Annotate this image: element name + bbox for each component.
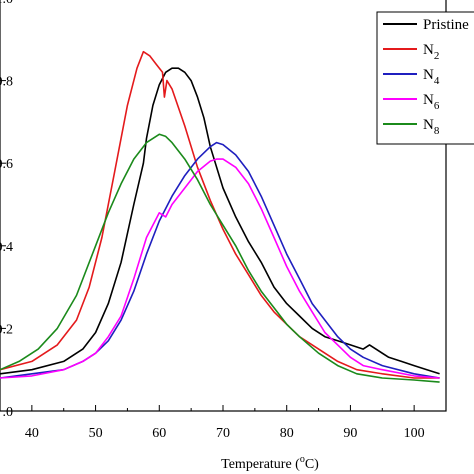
y-tick-label: 1.0	[0, 0, 13, 7]
series-lines	[0, 50, 440, 383]
x-tick-label: 60	[152, 426, 166, 441]
y-tick-label: 0.6	[0, 157, 13, 172]
x-tick-label: 80	[280, 426, 294, 441]
y-tick-label: 0.2	[0, 322, 13, 337]
y-axis-ticks: .0 0.2 0.4 0.6 0.8 1.0	[0, 0, 13, 420]
x-tick-label: 90	[343, 426, 357, 441]
legend-items: Pristine N2 N4 N6 N8	[383, 17, 469, 137]
series-line-n6	[0, 158, 440, 379]
series-line-n2	[0, 50, 440, 379]
series-line-n8	[0, 133, 440, 383]
legend: Pristine N2 N4 N6 N8	[376, 11, 474, 145]
y-tick-label: 0.4	[0, 240, 13, 255]
legend-label: N4	[423, 67, 440, 87]
y-tick-label: .0	[3, 405, 14, 420]
x-axis-ticks: 40 50 60 70 80 90 100	[0, 405, 447, 441]
x-tick-label: 50	[89, 426, 103, 441]
series-line-n4	[0, 141, 440, 379]
x-axis-label: Temperature (oC)	[221, 454, 319, 472]
x-tick-label: 40	[25, 426, 39, 441]
x-tick-label: 70	[216, 426, 230, 441]
legend-label: N8	[423, 117, 440, 137]
legend-label: N6	[423, 92, 440, 112]
legend-label: Pristine	[423, 17, 469, 33]
legend-box	[376, 11, 474, 145]
legend-label: N2	[423, 42, 439, 62]
x-tick-label: 100	[404, 426, 425, 441]
y-tick-label: 0.8	[0, 75, 13, 90]
